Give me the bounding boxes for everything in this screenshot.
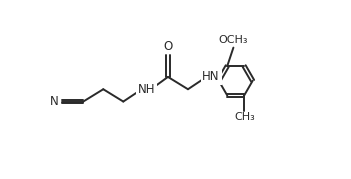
Text: O: O bbox=[163, 40, 173, 53]
Text: CH₃: CH₃ bbox=[234, 112, 255, 122]
Text: N: N bbox=[50, 95, 59, 108]
Text: HN: HN bbox=[202, 70, 220, 83]
Text: OCH₃: OCH₃ bbox=[219, 35, 248, 45]
Text: NH: NH bbox=[138, 83, 155, 96]
